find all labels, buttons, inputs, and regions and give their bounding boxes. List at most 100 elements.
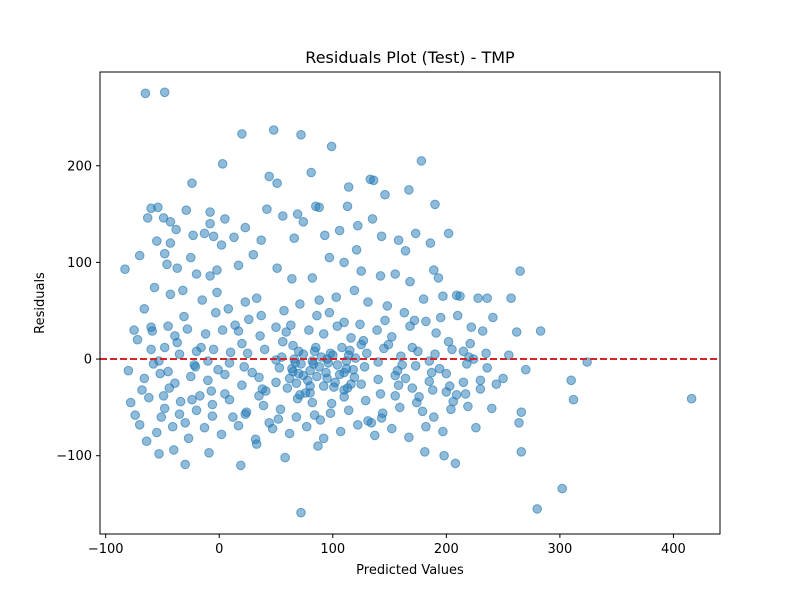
data-point [275,404,286,415]
data-point [399,307,410,318]
data-point [225,347,236,358]
data-point [212,265,222,275]
data-point [380,189,390,200]
data-point [304,325,314,335]
data-point [200,329,211,339]
points-layer [120,87,697,518]
data-point [313,441,323,451]
x-tick-label: 0 [215,542,223,557]
data-point [287,363,297,374]
data-point [216,429,227,440]
data-point [152,427,162,438]
data-point [477,326,488,336]
data-point [431,328,441,338]
data-point [130,410,140,420]
data-point [284,428,295,439]
data-point [298,217,309,227]
data-point [146,344,156,355]
data-point [212,287,222,298]
data-point [257,384,268,394]
data-point [224,358,235,368]
data-point [356,339,367,350]
data-point [458,346,469,357]
data-point [318,433,329,444]
data-point [330,377,340,388]
data-point [125,397,136,408]
data-point [421,316,431,327]
data-point [272,263,282,274]
data-point [171,224,181,235]
data-point [271,377,281,388]
data-point [365,174,376,185]
data-point [387,423,397,434]
data-point [334,369,345,380]
data-point [207,399,218,410]
data-point [443,336,454,347]
data-point [292,209,303,219]
data-point [172,263,182,274]
data-point [213,364,223,375]
data-point [506,293,516,304]
data-point [375,271,386,281]
data-point [205,218,215,229]
data-point [233,260,244,271]
data-point [120,264,130,275]
data-point [356,379,367,390]
data-point [395,402,405,413]
data-point [282,383,293,393]
data-point [248,249,259,260]
data-point [458,377,469,388]
data-point [240,297,251,307]
data-point [335,426,346,437]
data-point [498,373,508,384]
data-point [237,338,247,349]
data-point [251,293,262,304]
data-point [139,304,150,314]
data-point [142,213,153,223]
data-point [451,390,462,400]
data-point [230,320,240,331]
data-point [191,269,202,279]
data-point [307,273,318,283]
data-point [190,362,201,372]
data-point [251,439,262,449]
data-point [439,450,449,461]
data-point [429,265,439,275]
data-point [208,344,219,355]
data-point [293,368,304,379]
data-point [165,289,176,300]
data-point [332,360,343,370]
data-point [321,367,331,378]
data-point [312,310,322,321]
data-point [532,504,543,514]
data-point [296,130,306,140]
data-point [274,363,285,373]
data-point [181,205,192,215]
data-point [159,87,170,98]
data-point [339,257,349,268]
data-point [163,321,173,332]
data-point [348,364,359,375]
data-point [320,230,330,241]
data-point [141,436,152,447]
data-point [159,403,170,414]
data-point [197,295,207,305]
data-point [296,507,306,518]
data-point [291,378,302,389]
data-point [382,301,393,311]
data-point [287,274,297,284]
data-point [400,246,411,256]
data-point [228,412,238,422]
data-point [460,389,471,399]
data-point [284,373,295,384]
data-point [372,325,382,335]
data-point [356,266,367,276]
data-point [568,394,579,405]
data-point [199,422,210,433]
data-point [324,252,335,263]
data-point [309,346,320,357]
data-point [169,445,179,455]
data-point [188,230,198,241]
